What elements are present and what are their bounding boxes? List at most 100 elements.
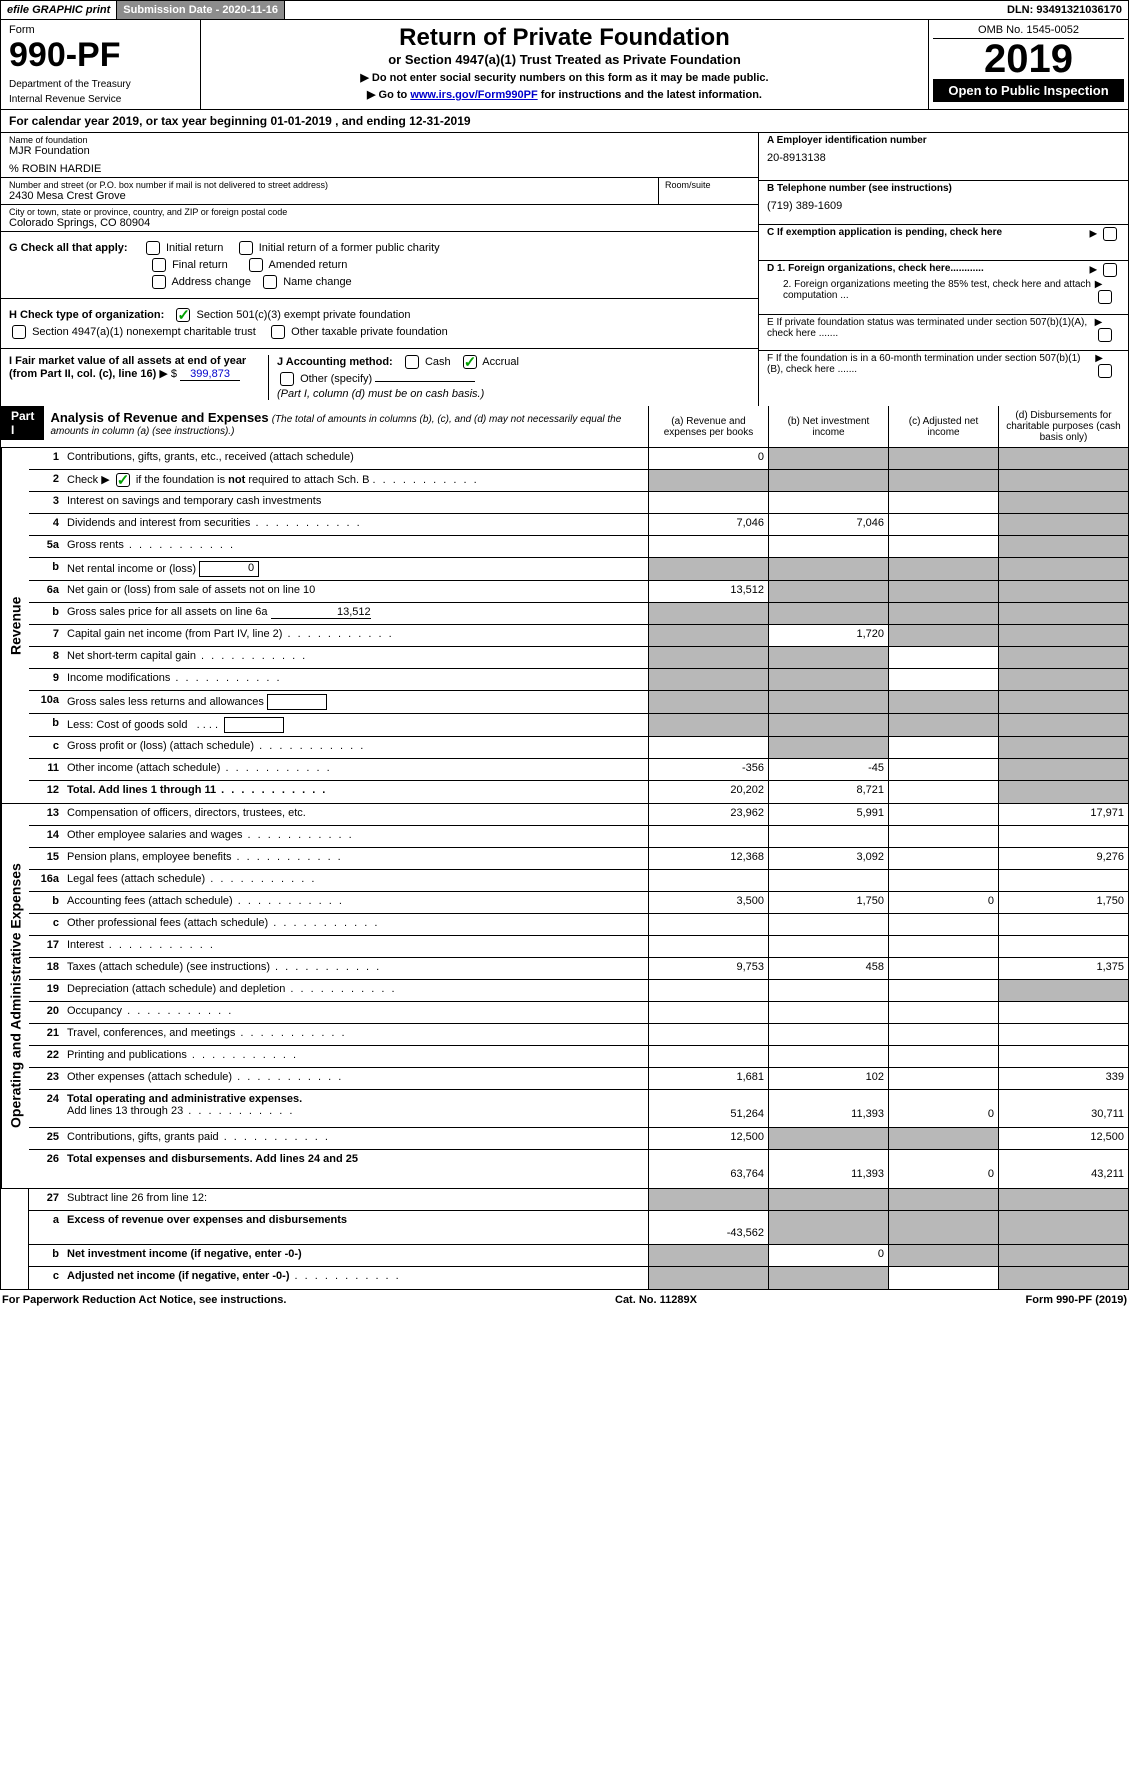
line-6a-text: Net gain or (loss) from sale of assets n… [63, 581, 648, 602]
line-6b-b [768, 603, 888, 624]
checkbox-amended[interactable] [249, 258, 263, 272]
line-16b-d: 1,750 [998, 892, 1128, 913]
line-21-a [648, 1024, 768, 1045]
part1-header-row: Part I Analysis of Revenue and Expenses … [0, 406, 1129, 448]
checkbox-cash[interactable] [405, 355, 419, 369]
line-6b: b Gross sales price for all assets on li… [29, 603, 1128, 625]
line-17-num: 17 [29, 936, 63, 957]
line-2-post: if the foundation is not required to att… [136, 474, 370, 486]
line-23-d: 339 [998, 1068, 1128, 1089]
line-2-c [888, 470, 998, 491]
line-4: 4 Dividends and interest from securities… [29, 514, 1128, 536]
spacer [285, 1, 1001, 19]
line-18-b: 458 [768, 958, 888, 979]
line-5a-d [998, 536, 1128, 557]
part1-title: Analysis of Revenue and Expenses [50, 410, 268, 425]
checkbox-501c3[interactable] [176, 308, 190, 322]
checkbox-d1[interactable] [1103, 263, 1117, 277]
line-5b-d [998, 558, 1128, 580]
line-24-a: 51,264 [648, 1090, 768, 1127]
line-4-a: 7,046 [648, 514, 768, 535]
line-27-a [648, 1189, 768, 1210]
section-h: H Check type of organization: Section 50… [1, 299, 758, 349]
line-12-a: 20,202 [648, 781, 768, 803]
footer-mid: Cat. No. 11289X [615, 1294, 697, 1306]
checkbox-4947[interactable] [12, 325, 26, 339]
checkbox-initial-former[interactable] [239, 241, 253, 255]
room-suite-cell: Room/suite [658, 178, 758, 205]
line-8-num: 8 [29, 647, 63, 668]
line-27c-text: Adjusted net income (if negative, enter … [63, 1267, 648, 1289]
line-6a-c [888, 581, 998, 602]
address-row: Number and street (or P.O. box number if… [1, 178, 758, 205]
revenue-rows: 1 Contributions, gifts, grants, etc., re… [29, 448, 1128, 803]
checkbox-accrual[interactable] [463, 355, 477, 369]
efile-print-button[interactable]: efile GRAPHIC print [1, 1, 117, 19]
checkbox-c[interactable] [1103, 227, 1117, 241]
line-22-c [888, 1046, 998, 1067]
checkbox-other-method[interactable] [280, 372, 294, 386]
calendar-year-row: For calendar year 2019, or tax year begi… [0, 110, 1129, 133]
checkbox-d2[interactable] [1098, 290, 1112, 304]
c-cell: C If exemption application is pending, c… [759, 225, 1128, 261]
line-9-c [888, 669, 998, 690]
name-label: Name of foundation [9, 135, 750, 145]
line-1-d [998, 448, 1128, 469]
line-27a-a: -43,562 [648, 1211, 768, 1244]
fmv-value[interactable]: 399,873 [180, 368, 240, 381]
checkbox-initial-return[interactable] [146, 241, 160, 255]
line-5b: b Net rental income or (loss) 0 [29, 558, 1128, 581]
checkbox-e[interactable] [1098, 328, 1112, 342]
section-i-j: I Fair market value of all assets at end… [1, 349, 758, 406]
line-19-a [648, 980, 768, 1001]
checkbox-name-change[interactable] [263, 275, 277, 289]
line-27c-b [768, 1267, 888, 1289]
line-27a-text: Excess of revenue over expenses and disb… [63, 1211, 648, 1244]
line-7-c [888, 625, 998, 646]
line-24-d: 30,711 [998, 1090, 1128, 1127]
page-footer: For Paperwork Reduction Act Notice, see … [0, 1290, 1129, 1310]
line-20: 20 Occupancy [29, 1002, 1128, 1024]
checkbox-addr-change[interactable] [152, 275, 166, 289]
checkbox-f[interactable] [1098, 364, 1112, 378]
info-left: Name of foundation MJR Foundation % ROBI… [1, 133, 758, 406]
other-method-label: Other (specify) [300, 373, 372, 385]
accrual-label: Accrual [482, 356, 519, 368]
irs-link[interactable]: www.irs.gov/Form990PF [410, 89, 537, 101]
irs-label: Internal Revenue Service [9, 94, 192, 105]
line-27b-text: Net investment income (if negative, ente… [63, 1245, 648, 1266]
line-13-a: 23,962 [648, 804, 768, 825]
line-27a-c [888, 1211, 998, 1244]
line-10c-text: Gross profit or (loss) (attach schedule) [63, 737, 648, 758]
line-27: 27 Subtract line 26 from line 12: [29, 1189, 1128, 1211]
line-8-a [648, 647, 768, 668]
checkbox-sch-b[interactable] [116, 473, 130, 487]
line-26-a: 63,764 [648, 1150, 768, 1188]
checkbox-final-return[interactable] [152, 258, 166, 272]
line-26-b: 11,393 [768, 1150, 888, 1188]
line-12-c [888, 781, 998, 803]
line-16c-d [998, 914, 1128, 935]
line-1-text: Contributions, gifts, grants, etc., rece… [63, 448, 648, 469]
j-label: J Accounting method: [277, 356, 393, 368]
line-21-num: 21 [29, 1024, 63, 1045]
line-3-c [888, 492, 998, 513]
checkbox-other-taxable[interactable] [271, 325, 285, 339]
line-10c: c Gross profit or (loss) (attach schedul… [29, 737, 1128, 759]
line-10b: b Less: Cost of goods sold . . . . [29, 714, 1128, 737]
line-8-text: Net short-term capital gain [63, 647, 648, 668]
instruction-2: ▶ Go to www.irs.gov/Form990PF for instru… [205, 88, 924, 101]
line-11-c [888, 759, 998, 780]
header-right: OMB No. 1545-0052 2019 Open to Public In… [928, 20, 1128, 109]
line-4-num: 4 [29, 514, 63, 535]
line-5a: 5a Gross rents [29, 536, 1128, 558]
line-10b-d [998, 714, 1128, 736]
line-14-text: Other employee salaries and wages [63, 826, 648, 847]
line-3: 3 Interest on savings and temporary cash… [29, 492, 1128, 514]
line-7-num: 7 [29, 625, 63, 646]
line-5a-c [888, 536, 998, 557]
phone-cell: B Telephone number (see instructions) (7… [759, 181, 1128, 225]
line-24-c: 0 [888, 1090, 998, 1127]
col-b-header: (b) Net investment income [768, 406, 888, 447]
line-9-a [648, 669, 768, 690]
